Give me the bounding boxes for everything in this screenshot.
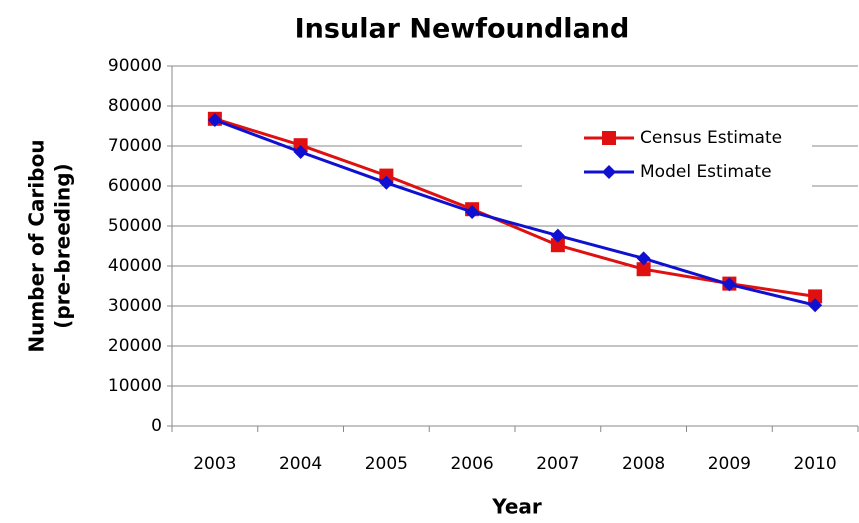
y-tick-label: 80000 bbox=[108, 96, 162, 116]
y-tick-label: 30000 bbox=[108, 296, 162, 316]
x-tick-label: 2010 bbox=[793, 454, 836, 474]
data-point bbox=[722, 277, 737, 292]
y-axis-title: (pre-breeding) bbox=[51, 163, 75, 328]
y-tick-label: 40000 bbox=[108, 256, 162, 276]
series-line bbox=[214, 118, 816, 307]
x-tick-label: 2005 bbox=[365, 454, 408, 474]
y-axis-title: Number of Caribou bbox=[25, 139, 49, 352]
legend bbox=[522, 120, 812, 192]
y-tick-label: 10000 bbox=[108, 376, 162, 396]
data-point bbox=[293, 145, 308, 159]
data-point bbox=[550, 238, 565, 253]
legend-marker bbox=[602, 165, 616, 179]
y-tick-label: 90000 bbox=[108, 56, 162, 76]
data-point bbox=[636, 251, 651, 266]
data-point bbox=[808, 298, 823, 313]
x-tick-label: 2004 bbox=[279, 454, 322, 474]
legend-label: Model Estimate bbox=[640, 162, 772, 182]
data-point bbox=[808, 289, 823, 304]
data-point bbox=[207, 113, 222, 127]
y-tick-label: 60000 bbox=[108, 176, 162, 196]
x-tick-label: 2006 bbox=[450, 454, 493, 474]
y-tick-label: 50000 bbox=[108, 216, 162, 236]
x-tick-label: 2007 bbox=[536, 454, 579, 474]
x-tick-label: 2003 bbox=[193, 454, 236, 474]
data-point bbox=[550, 228, 565, 243]
legend-marker bbox=[602, 131, 616, 145]
x-axis-title: Year bbox=[491, 495, 542, 519]
x-tick-label: 2009 bbox=[708, 454, 751, 474]
data-point bbox=[379, 168, 394, 183]
x-tick-label: 2008 bbox=[622, 454, 665, 474]
data-point bbox=[465, 205, 480, 219]
chart-title: Insular Newfoundland bbox=[295, 14, 630, 45]
data-point bbox=[636, 262, 651, 277]
y-tick-label: 0 bbox=[151, 416, 162, 436]
data-point bbox=[379, 175, 394, 190]
legend-label: Census Estimate bbox=[640, 128, 782, 148]
y-tick-label: 20000 bbox=[108, 336, 162, 356]
y-tick-label: 70000 bbox=[108, 136, 162, 156]
